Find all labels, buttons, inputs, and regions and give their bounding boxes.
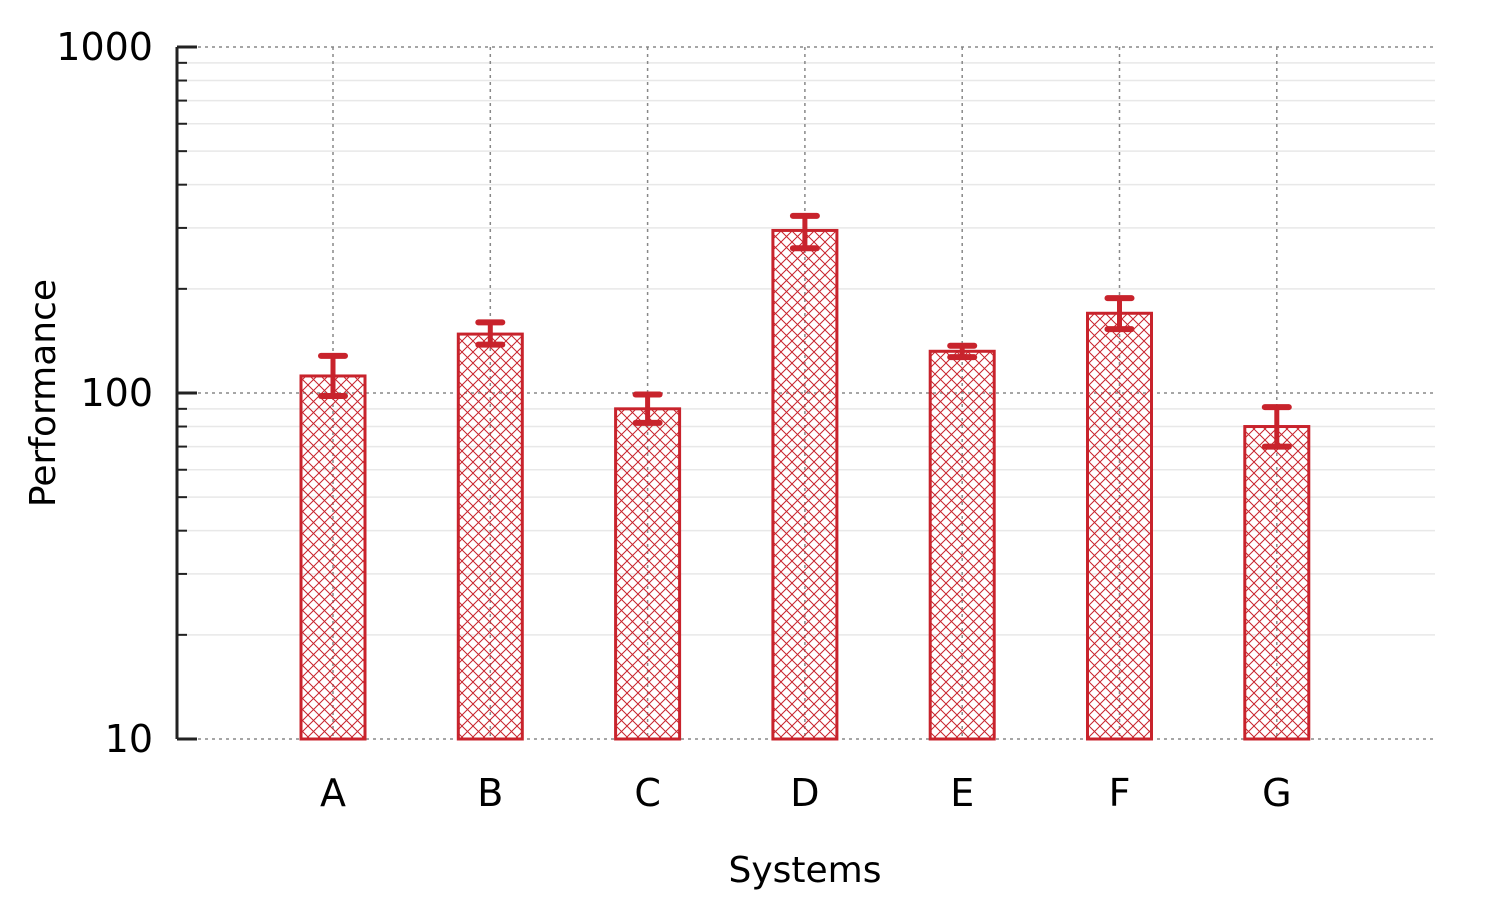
y-tick-label: 100 [80, 371, 153, 415]
bar-group-B [456, 319, 524, 741]
bar [1243, 425, 1311, 741]
x-tick-label: E [950, 771, 974, 815]
bar-group-G [1243, 404, 1311, 741]
bar-group-D [771, 212, 839, 741]
x-tick-label: C [634, 771, 661, 815]
bars [299, 212, 1311, 741]
y-tick-label: 10 [105, 717, 153, 761]
bar [928, 349, 996, 741]
bar [1086, 311, 1153, 741]
bar-group-C [614, 391, 682, 741]
bar-group-E [928, 342, 996, 741]
bar [614, 407, 682, 741]
x-axis-labels: A B C D E F G [320, 771, 1292, 815]
x-tick-label: G [1262, 771, 1291, 815]
y-tick-label: 1000 [56, 25, 153, 69]
bar [456, 332, 524, 741]
x-tick-label: F [1109, 771, 1131, 815]
bar-group-A [299, 352, 367, 741]
x-tick-label: B [477, 771, 503, 815]
x-tick-label: A [320, 771, 346, 815]
y-axis: 10 100 1000 [56, 25, 197, 761]
bar-group-F [1086, 295, 1153, 741]
bar [299, 374, 367, 741]
x-tick-label: D [790, 771, 819, 815]
y-axis-title: Performance [23, 279, 64, 507]
bar [771, 228, 839, 741]
x-axis-title: Systems [729, 850, 882, 891]
